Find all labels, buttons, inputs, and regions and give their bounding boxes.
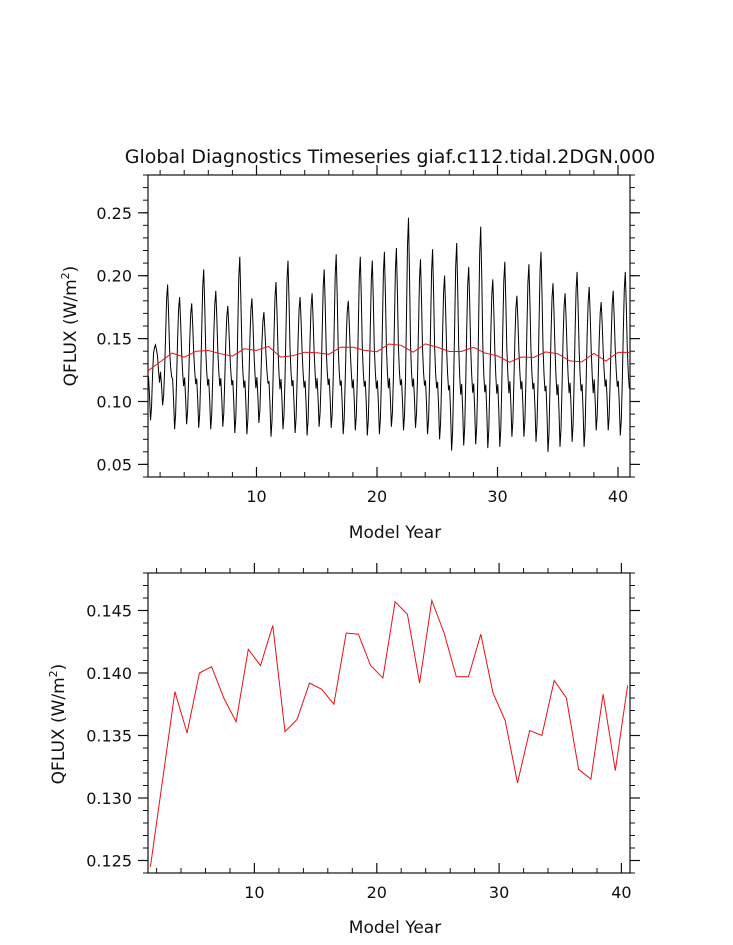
x-tick-label: 40 <box>611 883 631 902</box>
x-tick-label: 20 <box>367 883 387 902</box>
plot-frame <box>147 174 631 478</box>
bottom-panel: 10 20 30 40 0.125 0.130 0.135 0.140 0.145 Model Y… <box>47 563 640 938</box>
y-tick-label: 0.15 <box>96 330 132 349</box>
series-line-monthly <box>148 217 630 452</box>
x-tick-label: 10 <box>246 487 266 506</box>
x-axis-label: Model Year <box>349 918 441 938</box>
x-tick-label: 20 <box>367 487 387 506</box>
y-tick-label: 0.20 <box>96 267 132 286</box>
y-tick-label: 0.145 <box>86 602 132 621</box>
y-tick-label: 0.140 <box>86 664 132 683</box>
x-tick-label: 10 <box>244 883 264 902</box>
y-tick-label: 0.125 <box>86 852 132 871</box>
x-tick-label: 40 <box>608 487 628 506</box>
y-tick-label: 0.10 <box>96 393 132 412</box>
x-tick-label: 30 <box>489 883 509 902</box>
plot-frame <box>147 572 631 874</box>
x-axis-label: Model Year <box>349 523 441 543</box>
y-tick-label: 0.25 <box>96 204 132 223</box>
top-panel: 10 20 30 40 0.05 0.10 0.15 0.20 0.25 Model Year QF… <box>59 165 640 543</box>
chart-title: Global Diagnostics Timeseries giaf.c112.… <box>125 146 656 168</box>
x-tick-label: 30 <box>487 487 507 506</box>
y-tick-label: 0.135 <box>86 727 132 746</box>
y-tick-label: 0.130 <box>86 789 132 808</box>
series-line-annual-mean <box>149 598 629 867</box>
y-axis-label: QFLUX (W/m2) <box>59 266 81 387</box>
y-axis-label: QFLUX (W/m2) <box>47 664 69 785</box>
y-tick-label: 0.05 <box>96 455 132 474</box>
series-line-annual-mean <box>148 343 630 372</box>
